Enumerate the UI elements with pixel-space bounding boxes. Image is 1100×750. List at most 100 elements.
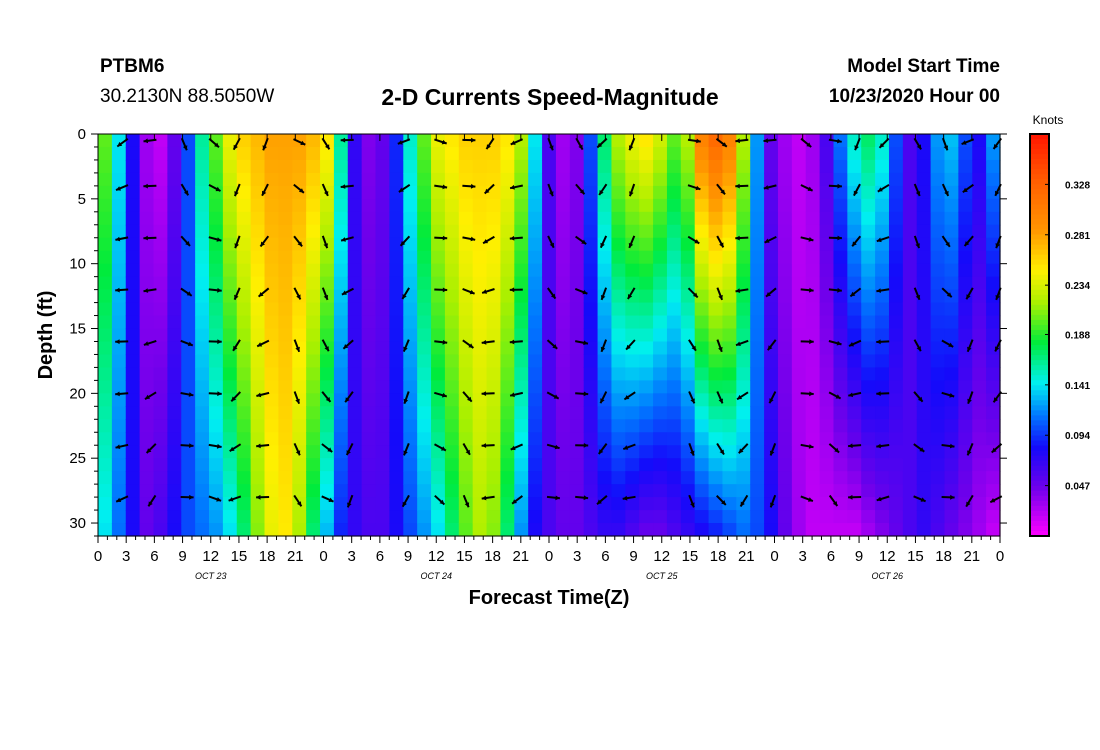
heat-cell: [653, 224, 668, 239]
heat-cell: [861, 458, 876, 472]
heat-cell: [791, 159, 807, 174]
heat-cell: [333, 263, 349, 278]
current-arrow: [800, 339, 814, 345]
arrow-head: [848, 443, 853, 449]
heat-cell: [278, 523, 293, 537]
heat-cell: [597, 224, 613, 239]
heat-cell: [417, 523, 432, 537]
heat-cell: [222, 172, 238, 187]
heat-cell: [875, 341, 890, 356]
heat-cell: [750, 393, 765, 407]
heat-cell: [888, 302, 904, 317]
heat-cell: [944, 523, 959, 537]
heat-cell: [569, 341, 585, 356]
current-arrow: [342, 339, 354, 350]
heat-cell: [611, 134, 626, 148]
heat-cell: [791, 354, 807, 369]
arrow-head: [402, 501, 407, 507]
heat-cell: [278, 510, 293, 524]
heat-cell: [694, 406, 710, 420]
heat-cell: [597, 302, 613, 317]
heat-cell: [181, 523, 196, 537]
arrow-head: [720, 189, 725, 195]
current-arrow: [738, 443, 749, 454]
heat-cell: [764, 471, 779, 485]
heat-cell: [264, 341, 279, 356]
colorbar-tick-label: 0.094: [1065, 431, 1090, 442]
heat-cell: [514, 224, 529, 239]
heat-cell: [236, 185, 252, 200]
heat-cell: [444, 276, 460, 291]
heat-cell: [486, 484, 502, 498]
current-arrow: [913, 183, 921, 197]
heat-cell: [639, 185, 654, 200]
heat-cell: [764, 211, 779, 226]
arrow-head: [837, 138, 842, 144]
heat-cell: [597, 198, 613, 213]
colorbar-segment: [1030, 510, 1049, 517]
arrow-head: [597, 142, 603, 148]
heat-cell: [597, 185, 613, 200]
heat-cell: [444, 406, 460, 420]
heat-cell: [236, 146, 252, 161]
heat-cell: [264, 471, 279, 485]
arrow-head: [343, 344, 349, 349]
heat-cell: [125, 302, 141, 317]
heat-cell: [653, 159, 668, 174]
heat-cell: [639, 198, 654, 213]
heat-cell: [417, 419, 432, 433]
heat-cell: [361, 432, 377, 446]
heat-cell: [444, 419, 460, 433]
heat-cell: [791, 380, 807, 394]
heat-cell: [528, 380, 543, 394]
arrow-head: [441, 139, 447, 145]
arrow-head: [848, 392, 854, 398]
heat-cell: [861, 263, 876, 278]
arrow-head: [553, 394, 559, 399]
heat-cell: [292, 263, 307, 278]
current-arrow: [828, 443, 840, 454]
current-arrow: [180, 339, 194, 347]
heat-cell: [583, 315, 599, 330]
heat-cell: [209, 302, 224, 317]
current-arrow: [547, 183, 554, 197]
heat-cell: [347, 263, 363, 278]
current-arrow: [145, 443, 157, 454]
heat-cell: [583, 419, 599, 433]
heat-cell: [542, 146, 557, 161]
heat-cell: [278, 185, 293, 200]
heat-cell: [708, 302, 724, 317]
heat-cell: [902, 484, 918, 498]
heat-cell: [486, 354, 502, 369]
heat-cell: [542, 172, 557, 187]
arrow-head: [143, 341, 149, 346]
heat-cell: [542, 289, 557, 304]
heat-cell: [153, 367, 168, 381]
heat-cell: [153, 484, 168, 498]
heat-cell: [958, 302, 973, 317]
heat-cell: [514, 510, 529, 524]
heat-cell: [680, 406, 696, 420]
heat-cell: [680, 276, 696, 291]
heat-cell: [458, 510, 474, 524]
heat-cell: [153, 315, 168, 330]
arrow-head: [217, 339, 222, 345]
heat-cell: [916, 406, 932, 420]
current-arrow: [716, 287, 724, 301]
current-arrow: [399, 235, 411, 247]
heat-cell: [444, 134, 460, 148]
heat-cell: [444, 484, 460, 498]
heat-cell: [861, 315, 876, 330]
colorbar-segment: [1030, 279, 1049, 286]
heat-cell: [902, 497, 918, 511]
heat-cell: [847, 276, 862, 291]
heat-cell: [209, 458, 224, 472]
heat-cell: [916, 315, 932, 330]
heat-cell: [722, 510, 737, 524]
heat-cell: [250, 289, 266, 304]
arrow-head: [995, 295, 1000, 300]
heat-cell: [833, 510, 848, 524]
current-arrow: [765, 287, 777, 298]
arrow-head: [510, 392, 515, 398]
